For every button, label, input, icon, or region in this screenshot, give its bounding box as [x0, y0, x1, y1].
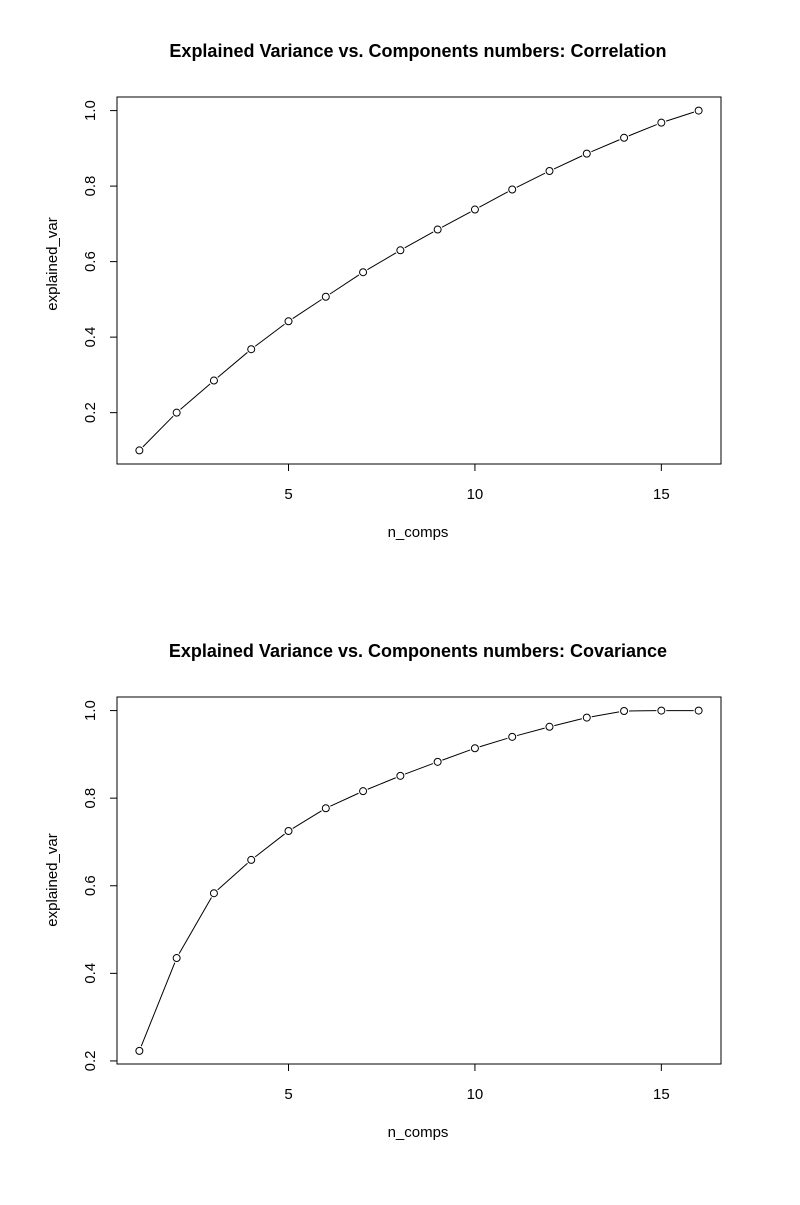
data-point	[583, 150, 590, 157]
series-segment	[218, 863, 248, 890]
y-tick-label: 1.0	[82, 700, 99, 721]
data-point	[397, 772, 404, 779]
data-point	[658, 119, 665, 126]
y-tick-label: 0.4	[82, 327, 99, 348]
y-tick-label: 0.2	[82, 1051, 99, 1072]
data-point	[322, 293, 329, 300]
data-point	[471, 206, 478, 213]
data-point	[173, 955, 180, 962]
data-point	[434, 758, 441, 765]
series-segment	[293, 299, 322, 318]
plot-frame	[117, 97, 721, 464]
series-segment	[442, 212, 470, 227]
series-segment	[367, 253, 396, 270]
series-segment	[442, 750, 470, 760]
data-point	[210, 890, 217, 897]
y-tick-label: 0.6	[82, 875, 99, 896]
series-segment	[554, 156, 582, 169]
series-segment	[255, 834, 284, 857]
data-point	[509, 733, 516, 740]
data-point	[285, 318, 292, 325]
data-point	[360, 788, 367, 795]
series-segment	[330, 793, 358, 806]
series-segment	[517, 728, 545, 735]
chart-title: Explained Variance vs. Components number…	[169, 641, 667, 661]
series-segment	[179, 898, 211, 954]
series-segment	[517, 173, 545, 187]
series-segment	[479, 192, 507, 207]
data-point	[136, 447, 143, 454]
data-point	[658, 707, 665, 714]
y-tick-label: 1.0	[82, 100, 99, 121]
data-point	[695, 707, 702, 714]
data-point	[546, 723, 553, 730]
series-segment	[629, 125, 657, 136]
y-tick-label: 0.8	[82, 176, 99, 197]
plot-frame	[117, 697, 721, 1064]
x-tick-label: 15	[653, 1086, 670, 1103]
data-point	[136, 1047, 143, 1054]
series-segment	[405, 764, 433, 774]
data-point	[695, 107, 702, 114]
series-segment	[405, 232, 434, 248]
x-axis: 5 10 15	[284, 1064, 669, 1103]
x-tick-label: 10	[467, 486, 484, 503]
y-tick-label: 0.6	[82, 251, 99, 272]
series-segment	[591, 140, 619, 152]
x-axis-label: n_comps	[388, 524, 449, 541]
y-tick-label: 0.8	[82, 788, 99, 809]
y-axis-label: explained_var	[44, 217, 61, 310]
series-segment	[554, 719, 582, 726]
x-axis: 5 10 15	[284, 464, 669, 503]
data-point	[397, 247, 404, 254]
series-segment	[592, 712, 619, 717]
data-point	[621, 708, 628, 715]
y-axis: 0.2 0.4 0.6 0.8 1.0	[82, 100, 117, 423]
data-point	[621, 134, 628, 141]
x-tick-label: 15	[653, 486, 670, 503]
data-point	[360, 269, 367, 276]
series-segment	[666, 112, 694, 121]
chart-title: Explained Variance vs. Components number…	[169, 41, 666, 61]
y-tick-label: 0.4	[82, 963, 99, 984]
data-point	[173, 409, 180, 416]
series-line	[136, 107, 702, 454]
y-axis: 0.2 0.4 0.6 0.8 1.0	[82, 700, 117, 1071]
data-point	[285, 828, 292, 835]
data-point	[248, 346, 255, 353]
series-segment	[330, 275, 359, 294]
series-segment	[141, 963, 175, 1047]
y-tick-label: 0.2	[82, 402, 99, 423]
series-line	[136, 707, 702, 1054]
series-segment	[293, 811, 322, 829]
data-point	[210, 377, 217, 384]
correlation-chart: Explained Variance vs. Components number…	[44, 41, 721, 541]
series-segment	[180, 384, 210, 410]
series-segment	[255, 324, 284, 346]
series-segment	[143, 416, 173, 447]
data-point	[322, 805, 329, 812]
data-point	[583, 714, 590, 721]
data-point	[509, 186, 516, 193]
x-tick-label: 5	[284, 486, 292, 503]
series-segment	[480, 738, 508, 746]
data-point	[546, 168, 553, 175]
data-point	[248, 856, 255, 863]
series-segment	[218, 352, 248, 377]
x-axis-label: n_comps	[388, 1124, 449, 1141]
x-tick-label: 10	[467, 1086, 484, 1103]
x-tick-label: 5	[284, 1086, 292, 1103]
covariance-chart: Explained Variance vs. Components number…	[44, 641, 721, 1141]
series-segment	[368, 778, 396, 790]
data-point	[434, 226, 441, 233]
y-axis-label: explained_var	[44, 833, 61, 926]
data-point	[471, 745, 478, 752]
